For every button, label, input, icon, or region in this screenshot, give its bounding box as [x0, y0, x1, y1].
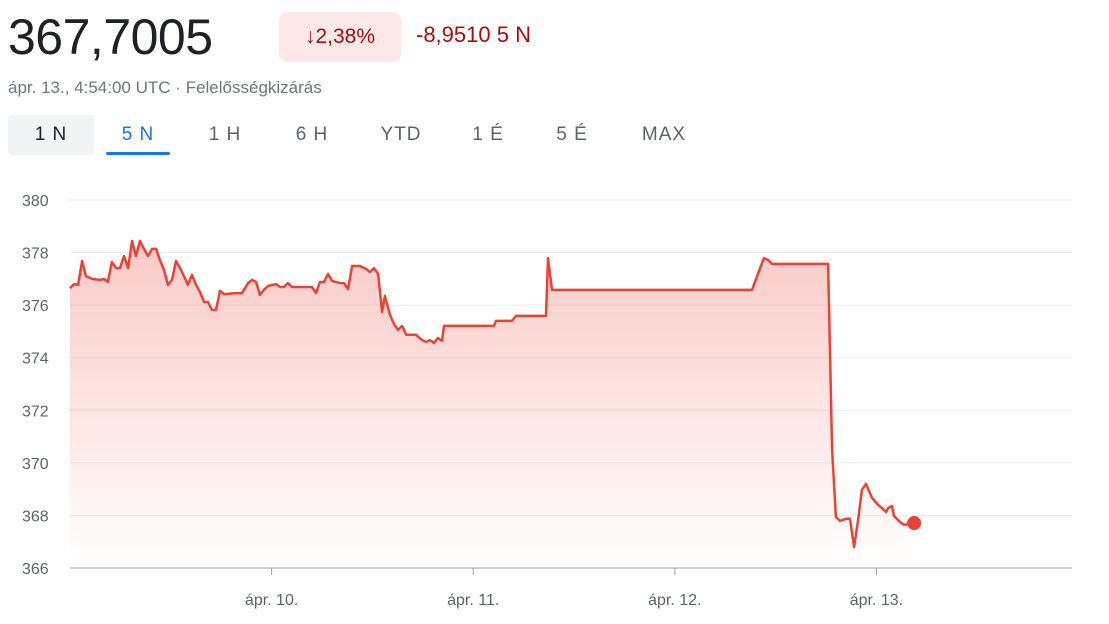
separator: ·: [175, 78, 181, 97]
x-tick-label: ápr. 13.: [850, 592, 903, 609]
tab-ytd[interactable]: YTD: [380, 124, 422, 145]
disclaimer-link[interactable]: Felelősségkizárás: [185, 78, 322, 97]
tab-6h[interactable]: 6 H: [295, 124, 329, 145]
tab-1h[interactable]: 1 H: [208, 124, 242, 145]
x-tick-label: ápr. 10.: [245, 592, 298, 609]
tab-1e[interactable]: 1 É: [472, 124, 504, 145]
y-tick-label: 374: [22, 351, 49, 368]
tab-1n[interactable]: 1 N: [8, 115, 94, 155]
y-tick-label: 366: [22, 561, 49, 578]
x-tick-label: ápr. 12.: [648, 592, 701, 609]
y-tick-label: 372: [22, 403, 49, 420]
price-line: [69, 239, 913, 549]
timestamp-line: ápr. 13., 4:54:00 UTC · Felelősségkizárá…: [8, 78, 322, 98]
change-absolute: -8,9510 5 N: [416, 22, 531, 47]
y-tick-label: 370: [22, 456, 49, 473]
x-tick-label: ápr. 11.: [447, 592, 499, 609]
tab-5n[interactable]: 5 N: [94, 115, 182, 155]
y-tick-label: 378: [22, 246, 49, 263]
y-tick-label: 380: [22, 193, 49, 210]
area-fill: [70, 241, 913, 568]
y-tick-label: 376: [22, 298, 49, 315]
range-tabs: 1 N 5 N 1 H 6 H YTD 1 É 5 É MAX: [8, 115, 714, 155]
timestamp: ápr. 13., 4:54:00 UTC: [8, 78, 171, 97]
y-tick-label: 368: [22, 508, 49, 525]
current-price: 367,7005: [8, 9, 213, 65]
tab-5e[interactable]: 5 É: [556, 124, 588, 145]
change-percent-badge: ↓ 2,38%: [279, 12, 401, 62]
change-percent: 2,38%: [315, 25, 376, 48]
current-point-marker: [907, 516, 922, 531]
tab-max[interactable]: MAX: [641, 124, 687, 145]
arrow-down-icon: ↓: [304, 25, 316, 48]
